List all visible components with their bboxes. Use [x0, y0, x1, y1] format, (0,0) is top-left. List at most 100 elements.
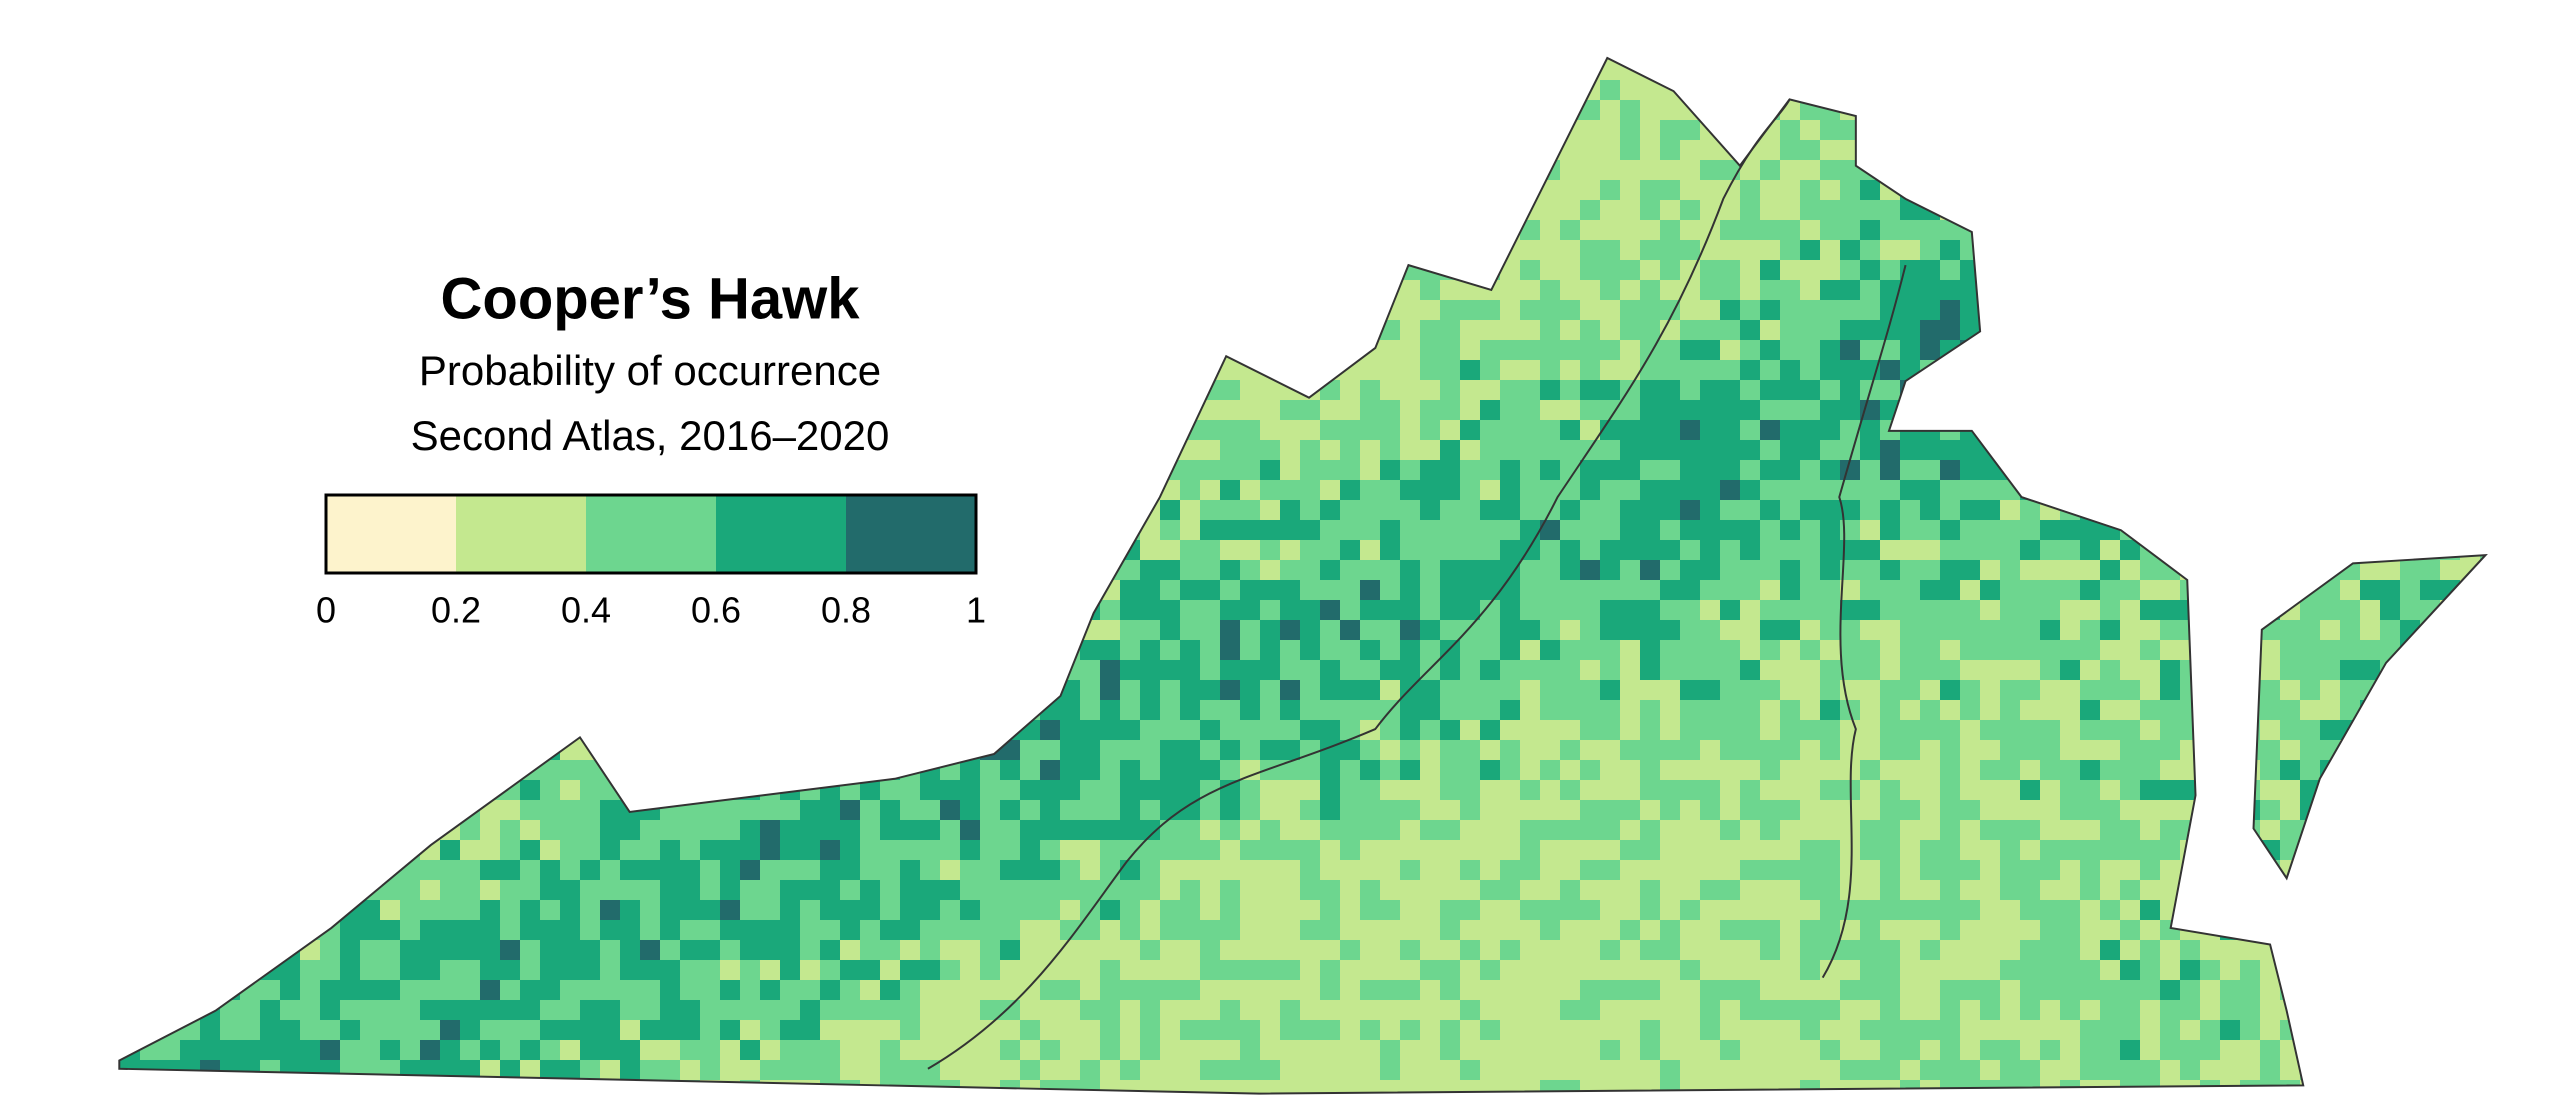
map-cell: [1700, 640, 1720, 660]
map-cell: [2000, 580, 2020, 600]
map-cell: [260, 720, 280, 740]
map-cell: [1420, 120, 1440, 140]
map-cell: [2300, 540, 2320, 560]
map-cell: [1440, 660, 1460, 680]
map-cell: [200, 200, 220, 220]
map-cell: [1000, 320, 1020, 340]
map-cell: [1060, 480, 1080, 500]
map-cell: [660, 620, 680, 640]
map-cell: [1020, 580, 1040, 600]
map-cell: [2480, 100, 2486, 120]
map-cell: [2460, 700, 2480, 720]
map-cell: [1720, 800, 1740, 820]
map-cell: [180, 860, 200, 880]
map-cell: [1220, 560, 1240, 580]
map-cell: [2260, 320, 2280, 340]
map-cell: [460, 860, 480, 880]
map-cell: [1400, 440, 1420, 460]
map-cell: [580, 700, 600, 720]
map-cell: [340, 620, 360, 640]
map-cell: [2160, 840, 2180, 860]
map-cell: [1540, 620, 1560, 640]
map-cell: [1360, 520, 1380, 540]
map-cell: [1440, 220, 1460, 240]
map-cell: [640, 760, 660, 780]
map-cell: [1960, 520, 1980, 540]
map-cell: [2000, 440, 2020, 460]
map-cell: [180, 260, 200, 280]
map-cell: [960, 840, 980, 860]
map-cell: [2480, 820, 2486, 840]
map-cell: [1660, 140, 1680, 160]
map-cell: [1320, 400, 1340, 420]
map-cell: [1720, 600, 1740, 620]
map-cell: [2020, 140, 2040, 160]
map-cell: [120, 300, 140, 320]
map-cell: [1780, 57, 1800, 60]
map-cell: [1280, 400, 1300, 420]
map-cell: [1640, 760, 1660, 780]
map-cell: [2420, 820, 2440, 840]
map-cell: [1600, 700, 1620, 720]
map-cell: [280, 200, 300, 220]
map-cell: [1660, 460, 1680, 480]
map-cell: [720, 60, 740, 80]
map-cell: [1780, 620, 1800, 640]
map-cell: [2380, 240, 2400, 260]
map-cell: [1540, 800, 1560, 820]
map-cell: [620, 860, 640, 880]
map-cell: [1380, 140, 1400, 160]
map-cell: [340, 140, 360, 160]
map-cell: [1420, 200, 1440, 220]
map-cell: [1700, 200, 1720, 220]
map-cell: [119, 520, 120, 540]
map-cell: [2220, 720, 2240, 740]
map-cell: [780, 700, 800, 720]
map-cell: [960, 780, 980, 800]
map-cell: [1740, 280, 1760, 300]
map-cell: [1780, 820, 1800, 840]
map-cell: [2060, 180, 2080, 200]
map-cell: [980, 460, 1000, 480]
map-cell: [1840, 320, 1860, 340]
map-cell: [119, 260, 120, 280]
map-cell: [800, 580, 820, 600]
map-cell: [200, 160, 220, 180]
map-cell: [180, 60, 200, 80]
map-cell: [1280, 680, 1300, 700]
map-cell: [1700, 820, 1720, 840]
map-cell: [1980, 820, 2000, 840]
map-cell: [1180, 760, 1200, 780]
map-cell: [600, 680, 620, 700]
map-cell: [420, 720, 440, 740]
map-cell: [320, 700, 340, 720]
map-cell: [2440, 60, 2460, 80]
map-cell: [2080, 160, 2100, 180]
map-cell: [1860, 540, 1880, 560]
map-cell: [1640, 840, 1660, 860]
map-cell: [1280, 240, 1300, 260]
map-cell: [1760, 380, 1780, 400]
map-cell: [2420, 420, 2440, 440]
map-cell: [1460, 420, 1480, 440]
map-cell: [2060, 80, 2080, 100]
map-cell: [2300, 260, 2320, 280]
map-cell: [1260, 360, 1280, 380]
map-cell: [760, 720, 780, 740]
map-cell: [620, 180, 640, 200]
map-cell: [1000, 500, 1020, 520]
map-cell: [1200, 280, 1220, 300]
map-cell: [2380, 540, 2400, 560]
map-cell: [1100, 720, 1120, 740]
map-cell: [200, 480, 220, 500]
map-cell: [2140, 420, 2160, 440]
map-cell: [1780, 540, 1800, 560]
map-cell: [1320, 320, 1340, 340]
map-cell: [1240, 700, 1260, 720]
map-cell: [1600, 440, 1620, 460]
map-cell: [2180, 100, 2200, 120]
map-cell: [120, 180, 140, 200]
map-cell: [920, 57, 940, 60]
map-cell: [1320, 520, 1340, 540]
map-cell: [1940, 700, 1960, 720]
